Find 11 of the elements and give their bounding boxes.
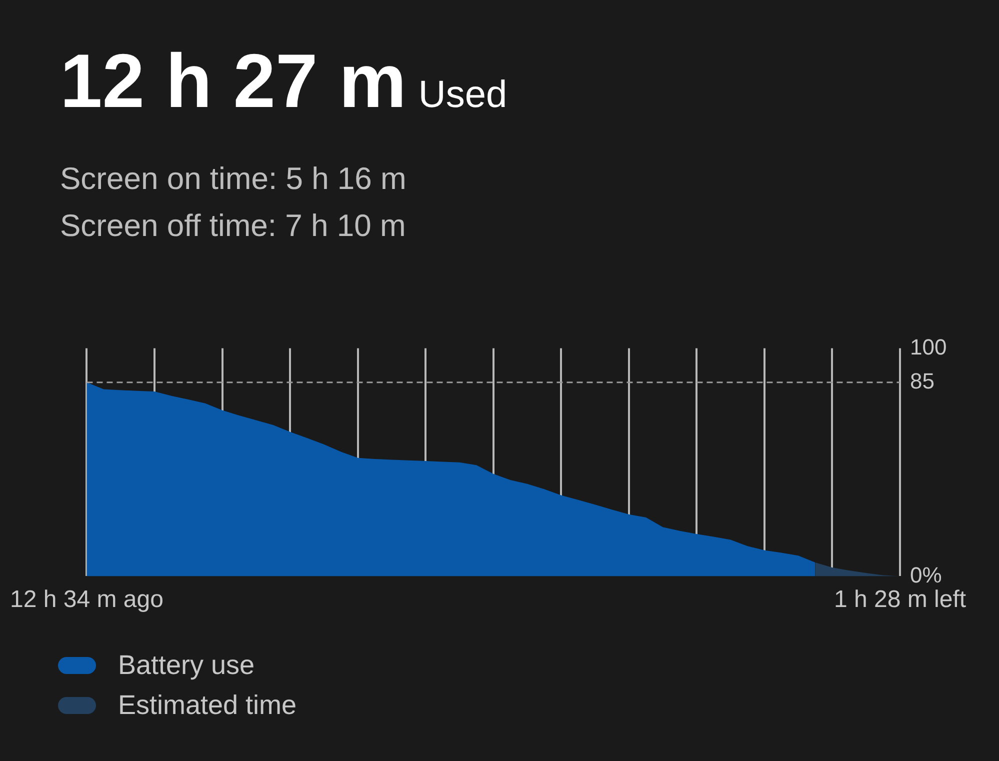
- y-tick-label: 100: [910, 334, 947, 360]
- text: Screen on time: 5 h 16 m: [60, 160, 406, 198]
- legend-label: Battery use: [118, 650, 255, 680]
- x-tick-label: 1 h 28 m left: [834, 586, 966, 614]
- chart-subtitle: Used: [418, 74, 508, 116]
- chart-title: 12 h 27 m: [60, 39, 406, 124]
- y-tick-label: 85: [910, 368, 934, 394]
- x-tick-label: 12 h 34 m ago: [10, 586, 164, 614]
- y-tick-label: 0%: [910, 562, 942, 588]
- text: Screen off time: 7 h 10 m: [60, 207, 406, 245]
- legend-label: Estimated time: [118, 690, 297, 720]
